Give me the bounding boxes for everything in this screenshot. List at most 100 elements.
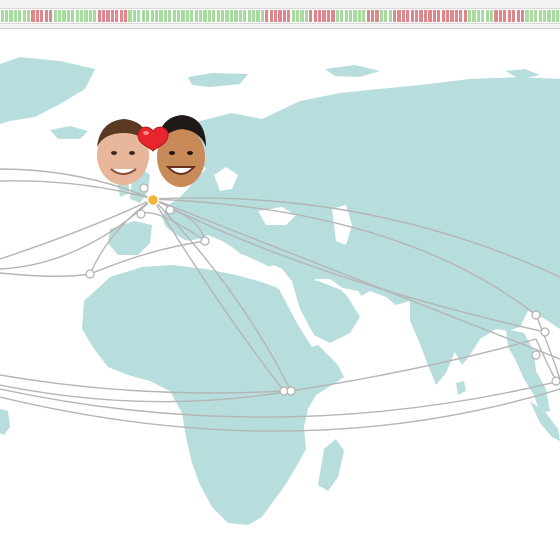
timeline-tick[interactable] [163, 10, 167, 22]
timeline-tick[interactable] [322, 10, 326, 22]
timeline-tick[interactable] [40, 10, 44, 22]
timeline-tick[interactable] [366, 10, 370, 22]
timeline-tick[interactable] [93, 10, 97, 22]
city-marker[interactable] [136, 209, 146, 219]
timeline-tick[interactable] [481, 10, 485, 22]
city-marker[interactable] [139, 183, 149, 193]
timeline-tick[interactable] [375, 10, 379, 22]
city-marker[interactable] [551, 376, 560, 386]
timeline-tick[interactable] [115, 10, 119, 22]
city-marker[interactable] [540, 327, 550, 337]
timeline-tick[interactable] [229, 10, 234, 22]
timeline-tick[interactable] [547, 10, 551, 22]
timeline-tick[interactable] [520, 10, 525, 22]
timeline-tick[interactable] [141, 10, 145, 22]
timeline-tick[interactable] [507, 10, 511, 22]
city-marker[interactable] [286, 386, 296, 396]
timeline-tick[interactable] [393, 10, 397, 22]
timeline-tick[interactable] [22, 10, 26, 22]
timeline-tick[interactable] [31, 10, 35, 22]
timeline-tick[interactable] [124, 10, 128, 22]
timeline-tick[interactable] [251, 10, 256, 22]
timeline-tick[interactable] [406, 10, 410, 22]
timeline-tick[interactable] [247, 10, 251, 22]
home-city-marker[interactable] [146, 193, 160, 207]
timeline-tick[interactable] [97, 10, 101, 22]
timeline-tick[interactable] [84, 10, 88, 22]
timeline-tick[interactable] [238, 10, 242, 22]
timeline-tick[interactable] [256, 10, 260, 22]
timeline-tick[interactable] [79, 10, 84, 22]
timeline-tick[interactable] [18, 10, 22, 22]
timeline-tick[interactable] [476, 10, 481, 22]
timeline-tick[interactable] [410, 10, 414, 22]
timeline-tick[interactable] [335, 10, 339, 22]
timeline-tick[interactable] [401, 10, 406, 22]
timeline-tick[interactable] [150, 10, 154, 22]
timeline-tick[interactable] [340, 10, 344, 22]
timeline-tick[interactable] [71, 10, 75, 22]
timeline-tick[interactable] [296, 10, 300, 22]
timeline-tick[interactable] [529, 10, 533, 22]
timeline-tick[interactable] [212, 10, 216, 22]
timeline-track[interactable] [0, 8, 560, 24]
timeline-tick[interactable] [49, 10, 53, 22]
timeline-tick[interactable] [216, 10, 220, 22]
timeline-tick[interactable] [326, 10, 331, 22]
timeline-tick[interactable] [221, 10, 225, 22]
timeline-tick[interactable] [419, 10, 423, 22]
timeline-tick[interactable] [35, 10, 40, 22]
city-marker[interactable] [531, 350, 541, 360]
timeline-tick[interactable] [490, 10, 494, 22]
timeline-tick[interactable] [225, 10, 229, 22]
timeline-tick[interactable] [415, 10, 419, 22]
timeline-tick[interactable] [199, 10, 203, 22]
timeline-tick[interactable] [551, 10, 555, 22]
timeline-tick[interactable] [287, 10, 291, 22]
timeline-tick[interactable] [53, 10, 57, 22]
timeline-tick[interactable] [503, 10, 507, 22]
timeline-tick[interactable] [106, 10, 110, 22]
timeline-tick[interactable] [454, 10, 458, 22]
timeline-tick[interactable] [194, 10, 198, 22]
timeline-tick[interactable] [362, 10, 366, 22]
timeline-tick[interactable] [428, 10, 432, 22]
timeline-tick[interactable] [13, 10, 18, 22]
timeline-tick[interactable] [344, 10, 348, 22]
timeline-tick[interactable] [75, 10, 79, 22]
timeline-tick[interactable] [265, 10, 269, 22]
timeline-tick[interactable] [379, 10, 384, 22]
timeline-tick[interactable] [44, 10, 48, 22]
timeline-tick[interactable] [260, 10, 264, 22]
timeline-tick[interactable] [445, 10, 450, 22]
world-map[interactable] [0, 29, 560, 560]
timeline-tick[interactable] [62, 10, 66, 22]
timeline-tick[interactable] [88, 10, 92, 22]
timeline-tick[interactable] [534, 10, 538, 22]
timeline-tick[interactable] [556, 10, 560, 22]
timeline-tick[interactable] [494, 10, 498, 22]
timeline-tick[interactable] [282, 10, 286, 22]
timeline-tick[interactable] [128, 10, 132, 22]
city-marker[interactable] [200, 236, 210, 246]
timeline-tick[interactable] [181, 10, 185, 22]
timeline-tick[interactable] [516, 10, 520, 22]
timeline-tick[interactable] [437, 10, 441, 22]
timeline-tick[interactable] [331, 10, 335, 22]
timeline-tick[interactable] [370, 10, 375, 22]
timeline-tick[interactable] [243, 10, 247, 22]
person-avatar-right[interactable] [156, 115, 206, 187]
timeline-tick[interactable] [5, 10, 9, 22]
timeline-tick[interactable] [159, 10, 163, 22]
timeline-tick[interactable] [146, 10, 150, 22]
timeline-tick[interactable] [525, 10, 529, 22]
timeline-tick[interactable] [132, 10, 137, 22]
timeline-tick[interactable] [459, 10, 463, 22]
timeline-tick[interactable] [348, 10, 353, 22]
timeline-tick[interactable] [450, 10, 454, 22]
timeline-tick[interactable] [313, 10, 317, 22]
timeline-tick[interactable] [384, 10, 388, 22]
timeline-tick[interactable] [498, 10, 503, 22]
timeline-tick[interactable] [9, 10, 13, 22]
timeline-tick[interactable] [273, 10, 278, 22]
